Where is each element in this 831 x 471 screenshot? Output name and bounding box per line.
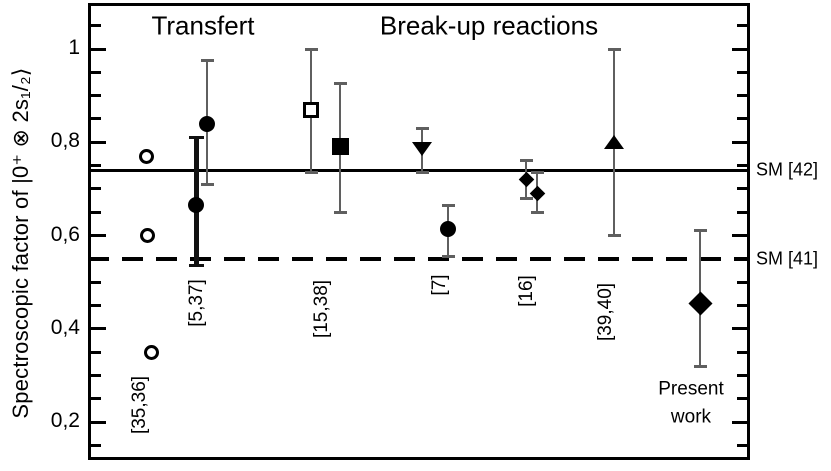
y-axis-tick [91,350,101,354]
y-axis-tick [91,373,101,377]
y-axis-tick [91,94,101,98]
error-bar-cap [441,254,455,258]
y-axis-tick [91,327,106,331]
marker-circle-filled [199,115,215,132]
y-axis-tick [91,234,106,237]
marker-circle-filled [440,220,456,237]
y-axis-tick [91,280,101,284]
y-axis-tick [91,140,106,144]
y-axis-tick-right [737,280,747,284]
marker-circle-filled [188,197,204,214]
error-bar-cap [519,159,533,163]
y-axis-tick-right [737,350,747,354]
y-axis-tick-right [737,303,747,307]
y-axis-tick-right [737,187,747,191]
region-title-breakup: Break-up reactions [379,10,599,41]
y-tick-label: 1 [68,36,80,60]
marker-square-filled [331,138,349,156]
y-axis-tick [91,210,101,214]
error-bar-cap [519,196,533,200]
y-axis-tick-right [737,210,747,214]
y-axis-tick [91,303,101,307]
ref-label: [15,38] [311,279,333,339]
error-bar-cap [188,136,204,140]
y-axis-tick [91,187,101,191]
marker-square-open [303,101,319,118]
y-axis-tick-right [732,234,747,237]
y-tick-label: 0,8 [50,129,80,153]
sm-line-label: SM [42] [756,159,819,180]
y-axis-tick [91,443,101,447]
error-bar-cap [200,182,214,186]
sm-reference-line-dashed [88,256,747,261]
y-axis-tick [91,70,101,74]
y-axis-tick-right [737,164,747,168]
y-axis-tick [91,47,106,51]
y-axis-tick [91,24,101,28]
ref-label: [5,37] [186,279,208,327]
ref-label: [7] [429,274,451,296]
y-axis-tick-right [737,117,747,121]
error-bar-cap [693,364,707,368]
y-axis-tick-right [732,47,747,51]
error-bar-cap [200,59,214,63]
error-bar-cap [333,82,347,86]
sm-line-label: SM [41] [756,248,819,269]
error-bar-cap [530,210,544,214]
error-bar-cap [304,171,318,175]
marker-circle-open [138,148,154,164]
error-bar-cap [441,203,455,207]
y-axis-tick-right [737,443,747,447]
marker-diamond-small [518,171,534,188]
error-bar-cap [415,126,429,130]
y-axis-tick-right [732,327,747,331]
y-axis-tick-right [737,94,747,98]
error-bar-cap [530,171,544,175]
marker-circle-open [143,344,159,360]
y-axis-tick [91,397,101,401]
y-axis-tick-right [737,24,747,28]
y-axis-tick [91,164,101,168]
ref-label: [35,36] [129,375,151,435]
error-bar-cap [304,47,318,51]
ref-label: Present work [658,378,724,427]
marker-circle-open [139,228,155,243]
region-title-transfer: Transfert [151,10,255,41]
error-bar-cap [693,229,707,233]
y-tick-label: 0,4 [50,315,80,339]
sm-reference-line-solid [91,168,747,172]
y-axis-tick-right [737,397,747,401]
error-bar-cap [415,171,429,175]
ref-label: [39,40] [595,282,617,342]
error-bar-cap [607,234,621,237]
y-tick-label: 0,6 [50,222,80,246]
y-axis-tick [91,420,106,424]
y-axis-tick [91,117,101,121]
y-axis-tick-right [732,420,747,424]
marker-triangle-down [412,142,432,157]
error-bar-cap [607,47,621,51]
marker-diamond-large [687,291,713,316]
y-axis-tick-right [732,140,747,144]
ref-label: [16] [516,275,538,307]
y-axis-tick-right [737,373,747,377]
y-tick-label: 0,2 [50,409,80,433]
error-bar-cap [333,210,347,214]
y-axis-tick-right [737,70,747,74]
error-bar-cap [188,264,204,268]
marker-triangle-up [604,135,624,150]
